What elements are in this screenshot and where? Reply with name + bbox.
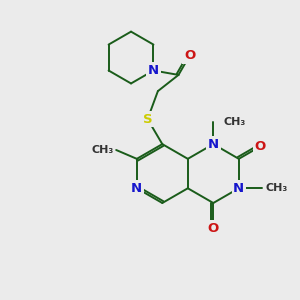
Text: CH₃: CH₃ (224, 117, 246, 127)
Text: N: N (208, 138, 219, 151)
Text: O: O (255, 140, 266, 153)
Text: O: O (184, 49, 195, 62)
Text: S: S (143, 112, 152, 126)
Text: CH₃: CH₃ (91, 145, 113, 155)
Text: N: N (131, 182, 142, 195)
Text: O: O (208, 221, 219, 235)
Text: N: N (233, 182, 244, 195)
Text: N: N (148, 64, 159, 77)
Text: CH₃: CH₃ (265, 183, 288, 193)
